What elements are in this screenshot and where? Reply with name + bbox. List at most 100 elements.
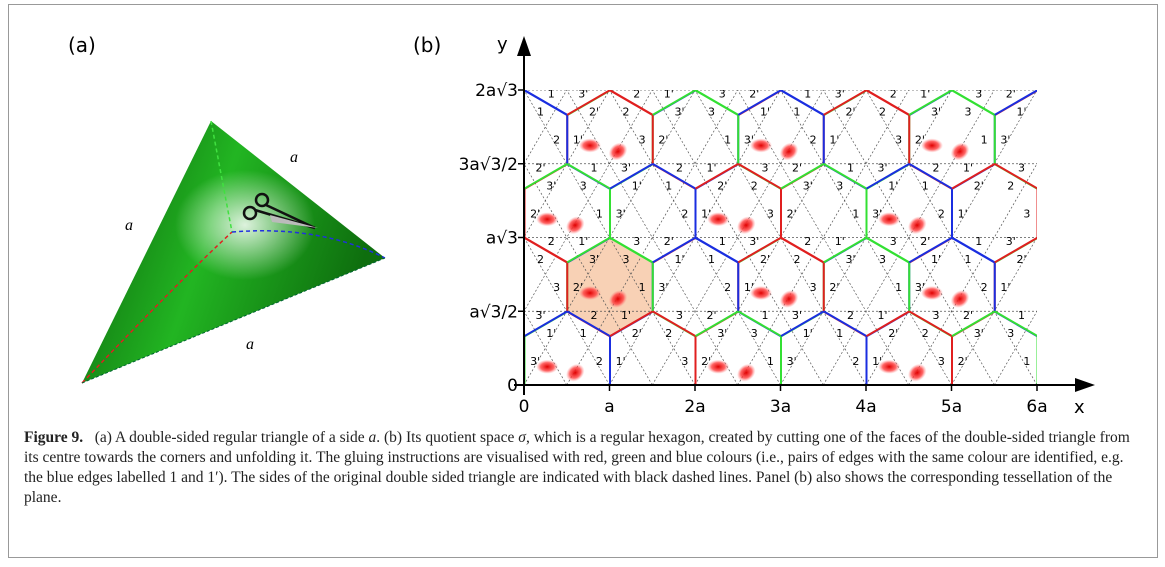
edge-label: 2' [536, 161, 546, 174]
red-blob [1075, 65, 1101, 90]
caption-label: Figure 9. [24, 429, 83, 446]
edge-label: 2' [418, 401, 428, 414]
edge-label: 1 [1109, 207, 1116, 220]
red-blob [707, 65, 729, 79]
hexagon: 122'33'1' [909, 238, 995, 337]
edge-label: 2 [890, 88, 897, 101]
edge-label: 3' [578, 88, 588, 101]
hexagon: 233'11'2' [867, 311, 953, 410]
edge-label: 2 [665, 327, 672, 340]
edge-label: 1 [665, 179, 672, 192]
hexagon: 311'22'3' [610, 16, 696, 115]
edge-label: 2 [1103, 309, 1110, 322]
hexagon-edge [1123, 311, 1165, 336]
edge-label: 3' [744, 134, 754, 147]
edge-label: 3' [1016, 401, 1026, 414]
edge-label: 2' [1129, 60, 1139, 73]
edge-label: 1' [1091, 235, 1101, 248]
edge-label: 1' [578, 235, 588, 248]
hexagon-edge [396, 164, 439, 189]
edge-label: 2' [915, 134, 925, 147]
edge-label: 2 [981, 281, 988, 294]
x-tick-label: a [604, 397, 614, 417]
hexagon-edge [439, 238, 482, 263]
edge-label: 1 [596, 207, 603, 220]
hexagon-edge [1038, 90, 1081, 115]
edge-label: 1' [963, 161, 973, 174]
edge-label: 1 [922, 179, 929, 192]
edge-label: 1' [958, 207, 968, 220]
y-tick-label: 0 [507, 376, 518, 396]
edge-label: 1' [487, 281, 497, 294]
x-tick-label: 5a [941, 397, 962, 417]
hexagon: 122'33'1' [995, 90, 1081, 189]
edge-label: 1' [1086, 134, 1096, 147]
edge-label: 2' [792, 161, 802, 174]
edge-label: 1' [717, 32, 727, 45]
edge-label: 1 [794, 106, 801, 119]
edge-label: 1 [1007, 32, 1014, 45]
edge-label: 2' [829, 281, 839, 294]
hexagon: 233'11'2' [1080, 90, 1165, 189]
edge-label: 2' [658, 134, 668, 147]
edge-label: 1' [1059, 327, 1069, 340]
edge-label: 3' [1049, 309, 1059, 322]
edge-label: 1' [803, 327, 813, 340]
hexagon-edge [610, 90, 653, 115]
hexagon-edge [439, 16, 482, 41]
edge-label: 2' [760, 253, 770, 266]
hexagon-edge [909, 16, 952, 41]
edge-label: 1 [1136, 401, 1143, 414]
hexagon: 233'11'2' [738, 238, 824, 337]
edge-label: 3' [1134, 161, 1144, 174]
edge-label: 2 [537, 253, 544, 266]
edge-label: 3 [895, 134, 902, 147]
hexagon-edge [995, 311, 1038, 336]
edge-label: 3 [852, 60, 859, 73]
red-blob [904, 65, 930, 90]
edge-label: 1 [708, 253, 715, 266]
hexagon-edge [824, 311, 867, 336]
hexagon-edge [1080, 385, 1123, 410]
edge-label: 3 [596, 60, 603, 73]
edge-label: 1 [852, 207, 859, 220]
edge-label: 1' [701, 207, 711, 220]
edge-label: 3 [553, 281, 560, 294]
edge-label: 1 [724, 134, 731, 147]
edge-label: 2 [590, 309, 597, 322]
edge-label: 1' [888, 179, 898, 192]
edge-label: 2 [804, 235, 811, 248]
hexagon-edge [396, 90, 439, 115]
hexagon: 122'33'1' [867, 164, 953, 263]
edge-label: 3' [546, 179, 556, 192]
edge-label: 2' [1016, 253, 1026, 266]
hexagon-edge [781, 90, 824, 115]
edge-label: 2 [794, 253, 801, 266]
y-tick-label: 2a√3 [475, 81, 518, 101]
edge-label: 2' [503, 253, 513, 266]
hexagon-edge [1123, 385, 1165, 410]
edge-label: 2 [1146, 88, 1153, 101]
hexagon: 122'33'1' [952, 16, 1038, 115]
edge-label: 2' [573, 281, 583, 294]
edge-label: 1 [981, 134, 988, 147]
edge-label: 1 [938, 60, 945, 73]
hexagon-edge [1038, 238, 1081, 263]
edge-label: 3' [658, 281, 668, 294]
caption-symbol: σ [518, 429, 526, 446]
hexagon: 233'11'2' [824, 90, 910, 189]
edge-label: 3 [975, 88, 982, 101]
hexagon-edge [1123, 164, 1165, 189]
edge-label: 1' [845, 401, 855, 414]
hexagon: 233'11'2' [781, 16, 867, 115]
hexagon-edge [738, 16, 781, 41]
edge-label: 2 [1007, 179, 1014, 192]
hexagon-edge [867, 90, 910, 115]
hexagon-edge [1080, 90, 1123, 115]
hexagon-edge [1080, 16, 1123, 41]
edge-label: 3' [445, 60, 455, 73]
red-blob [562, 65, 588, 90]
hexagon: 311'22'3' [1080, 238, 1165, 337]
hexagon: 311'22'3' [952, 311, 1038, 410]
red-blob [1075, 213, 1101, 238]
